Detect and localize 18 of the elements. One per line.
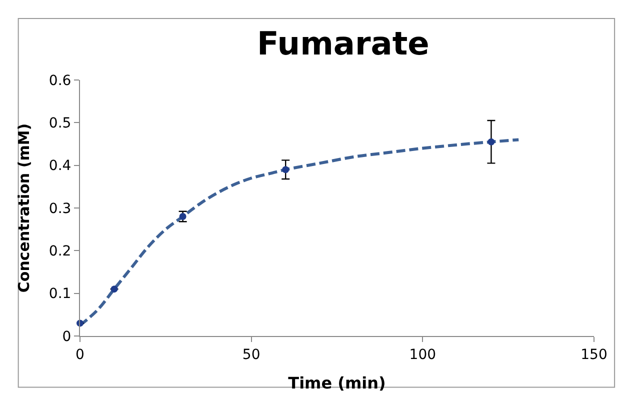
y-tick-label: 0.4 (48, 158, 72, 174)
y-tick-label: 0.2 (48, 244, 72, 260)
y-tick-label: 0 (62, 328, 72, 345)
point (488, 138, 495, 146)
x-axis-title: Time (min) (288, 374, 386, 392)
y-tick-label: 0.1 (48, 286, 72, 302)
x-tick-label: 0 (76, 346, 84, 363)
y-axis-title: Concentration (mM) (15, 123, 34, 293)
point (179, 213, 186, 220)
y-tick-label: 0.3 (48, 200, 72, 217)
y-tick-label: 0.5 (48, 116, 72, 132)
x-tick-label: 50 (242, 346, 260, 363)
y-tick-label: 0.6 (48, 72, 72, 89)
x-tick-label: 100 (409, 346, 436, 363)
chart-title: Fumarate (257, 24, 430, 62)
point (110, 286, 118, 293)
x-tick-label: 150 (580, 346, 608, 363)
point (282, 166, 290, 174)
